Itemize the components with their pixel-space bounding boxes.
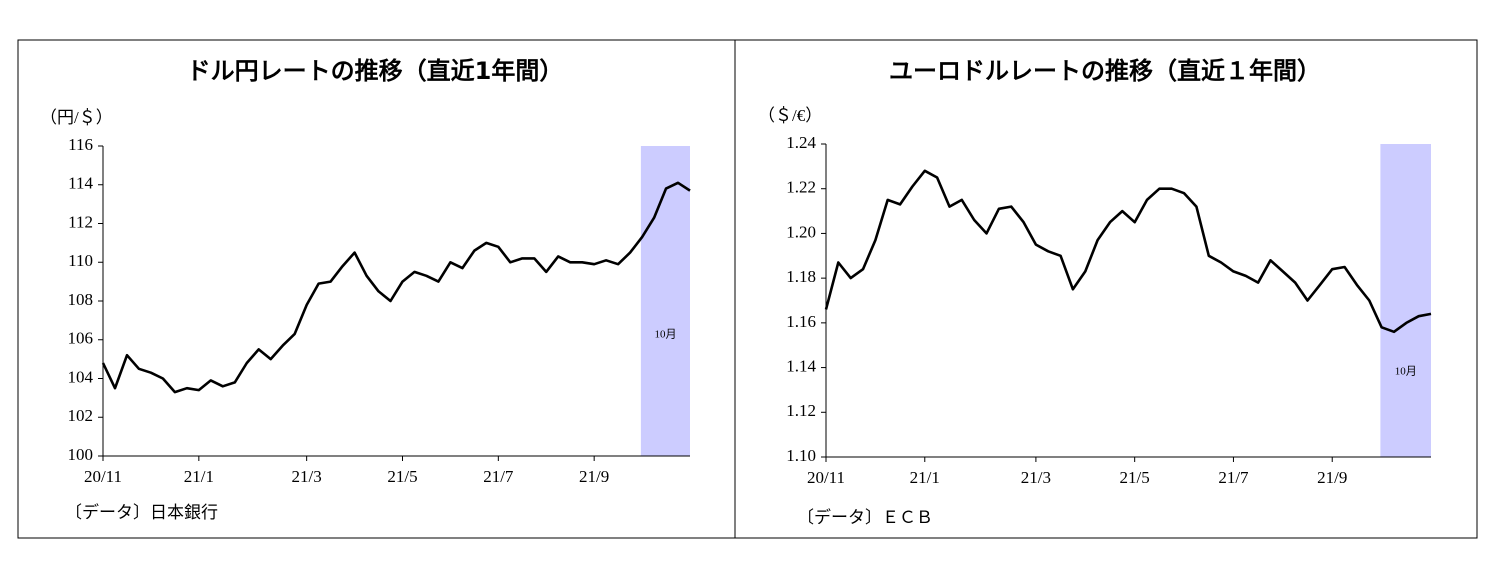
y-axis-label: （円/＄） [40,108,113,127]
y-tick-label: 104 [68,367,94,386]
y-tick-label: 116 [68,135,93,154]
x-tick-label: 21/9 [1317,468,1347,487]
x-tick-label: 21/5 [387,467,417,486]
y-tick-label: 114 [68,174,93,193]
x-tick-label: 21/7 [483,467,514,486]
x-tick-label: 21/1 [184,467,214,486]
highlight-band [1380,144,1431,457]
y-tick-label: 1.24 [786,133,816,152]
y-tick-label: 106 [68,329,94,348]
chart-title: ドル円レートの推移（直近1年間） [187,57,564,85]
x-tick-label: 21/9 [579,467,609,486]
y-axis-label: （＄/€） [758,106,822,125]
series-line [101,181,691,394]
series-line [824,169,1432,334]
y-tick-label: 110 [68,251,93,270]
y-tick-label: 112 [68,212,93,231]
y-tick-label: 1.18 [786,267,816,286]
data-source: 〔データ〕日本銀行 [65,502,218,522]
y-tick-label: 102 [68,406,94,425]
x-tick-label: 20/11 [84,467,122,486]
x-tick-label: 21/1 [910,468,940,487]
x-tick-label: 21/7 [1218,468,1249,487]
x-tick-label: 21/5 [1120,468,1150,487]
y-tick-label: 1.12 [786,401,816,420]
y-tick-label: 1.22 [786,178,816,197]
y-tick-label: 100 [68,445,94,464]
x-tick-label: 21/3 [1021,468,1051,487]
y-tick-label: 1.14 [786,356,816,375]
y-tick-label: 1.10 [786,446,816,465]
y-tick-label: 1.16 [786,312,816,331]
highlight-label: 10月 [1395,366,1417,378]
frame [17,39,1478,539]
y-tick-label: 1.20 [786,222,816,241]
x-tick-label: 20/11 [807,468,845,487]
highlight-band [640,146,690,456]
highlight-label: 10月 [654,329,676,341]
data-source: 〔データ〕ＥＣＢ [797,507,933,527]
y-tick-label: 108 [68,290,94,309]
x-tick-label: 21/3 [292,467,322,486]
chart-title: ユーロドルレートの推移（直近１年間） [889,57,1321,85]
